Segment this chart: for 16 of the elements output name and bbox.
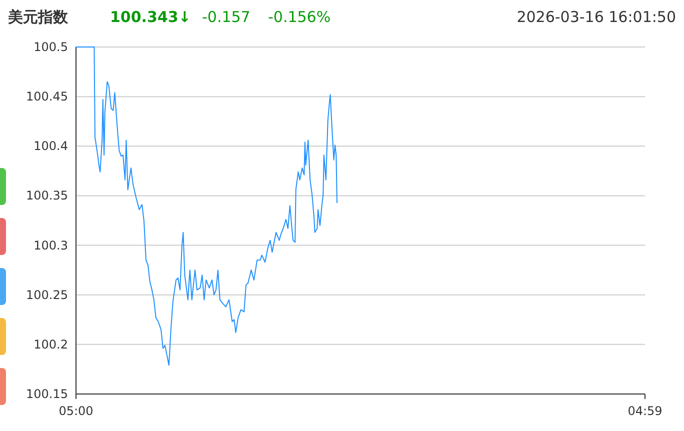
chart-title: 美元指数: [7, 8, 69, 26]
line-series: [76, 46, 338, 366]
text: -0.157: [202, 8, 250, 26]
x-tick-label: 05:00: [58, 404, 94, 418]
y-tick-label: 100.3: [34, 238, 68, 252]
y-tick-label: 100.5: [34, 40, 68, 54]
y-tick-label: 100.15: [26, 387, 68, 401]
x-tick-label: 04:59: [628, 404, 662, 418]
y-tick-label: 100.45: [26, 90, 68, 104]
text: 2026-03-16 16:01:50: [516, 8, 676, 26]
y-tick-label: 100.35: [26, 188, 68, 203]
y-tick-label: 100.25: [26, 288, 68, 302]
text: -0.156%: [268, 8, 331, 26]
y-tick-label: 100.4: [34, 139, 68, 154]
text: 100.343↓: [110, 8, 191, 26]
y-tick-label: 100.2: [34, 337, 68, 352]
